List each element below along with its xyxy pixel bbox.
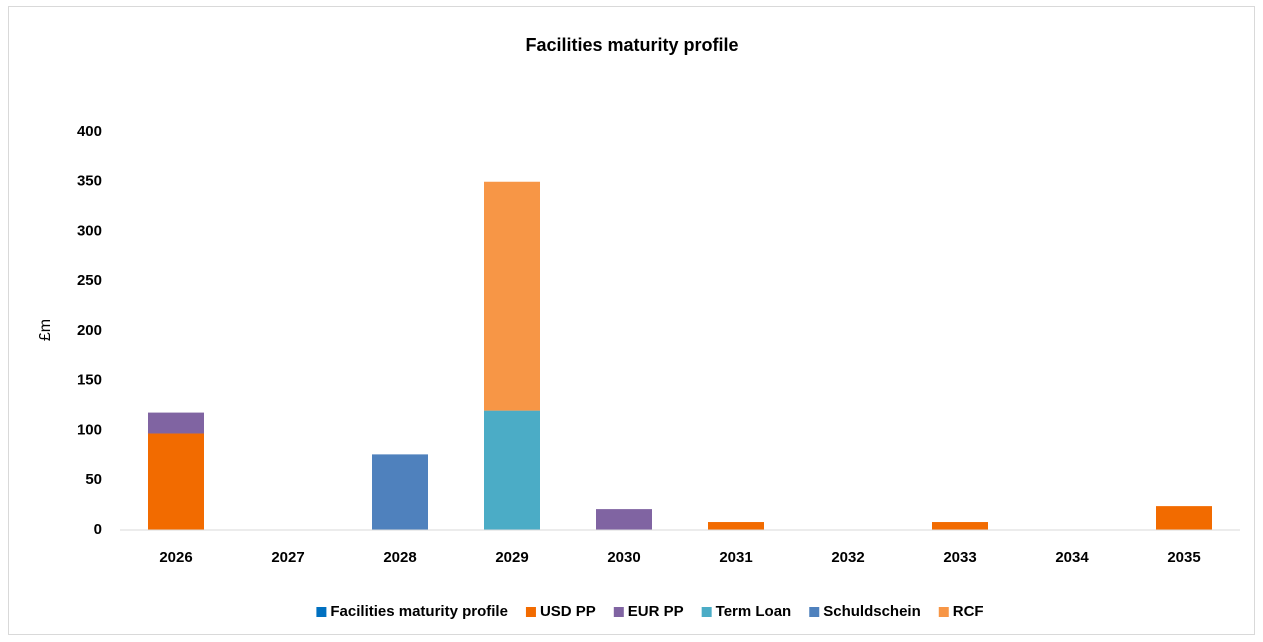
x-tick-label: 2033 bbox=[943, 549, 976, 566]
legend-swatch bbox=[809, 607, 820, 617]
y-tick-label: 250 bbox=[77, 272, 102, 289]
legend-label: EUR PP bbox=[628, 603, 684, 620]
x-tick-label: 2031 bbox=[719, 549, 752, 566]
bar-segment bbox=[148, 412, 204, 434]
legend-label: RCF bbox=[953, 603, 984, 620]
x-tick-label: 2028 bbox=[383, 549, 416, 566]
y-tick-label: 50 bbox=[85, 471, 102, 488]
x-tick-label: 2030 bbox=[607, 549, 640, 566]
legend-swatch bbox=[525, 607, 536, 617]
x-tick-label: 2032 bbox=[831, 549, 864, 566]
y-tick-label: 400 bbox=[77, 123, 102, 140]
legend-swatch bbox=[701, 607, 712, 617]
legend-swatch bbox=[316, 607, 327, 617]
bar-segment bbox=[484, 181, 540, 411]
y-tick-label: 150 bbox=[77, 372, 102, 389]
legend-label: USD PP bbox=[540, 603, 596, 620]
y-tick-label: 350 bbox=[77, 173, 102, 190]
legend-label: Term Loan bbox=[716, 603, 792, 620]
bar-segment bbox=[372, 454, 428, 530]
bar-segment bbox=[708, 522, 764, 530]
bar-segment bbox=[484, 410, 540, 530]
chart-border bbox=[8, 6, 1255, 635]
x-tick-label: 2035 bbox=[1167, 549, 1200, 566]
y-tick-label: 100 bbox=[77, 421, 102, 438]
bar-segment bbox=[148, 433, 204, 530]
legend-swatch bbox=[938, 607, 949, 617]
bar-segment bbox=[596, 509, 652, 530]
y-tick-label: 0 bbox=[94, 521, 102, 538]
bar-segment bbox=[932, 522, 988, 530]
y-tick-label: 200 bbox=[77, 322, 102, 339]
x-tick-label: 2027 bbox=[271, 549, 304, 566]
bar-segment bbox=[1156, 506, 1212, 530]
x-tick-label: 2026 bbox=[159, 549, 192, 566]
legend-label: Schuldschein bbox=[823, 603, 921, 620]
y-tick-label: 300 bbox=[77, 222, 102, 239]
chart-title: Facilities maturity profile bbox=[525, 35, 738, 55]
legend-label: Facilities maturity profile bbox=[330, 603, 508, 620]
x-tick-label: 2034 bbox=[1055, 549, 1089, 566]
legend-swatch bbox=[613, 607, 624, 617]
x-tick-label: 2029 bbox=[495, 549, 528, 566]
y-axis-label: £m bbox=[37, 319, 54, 341]
